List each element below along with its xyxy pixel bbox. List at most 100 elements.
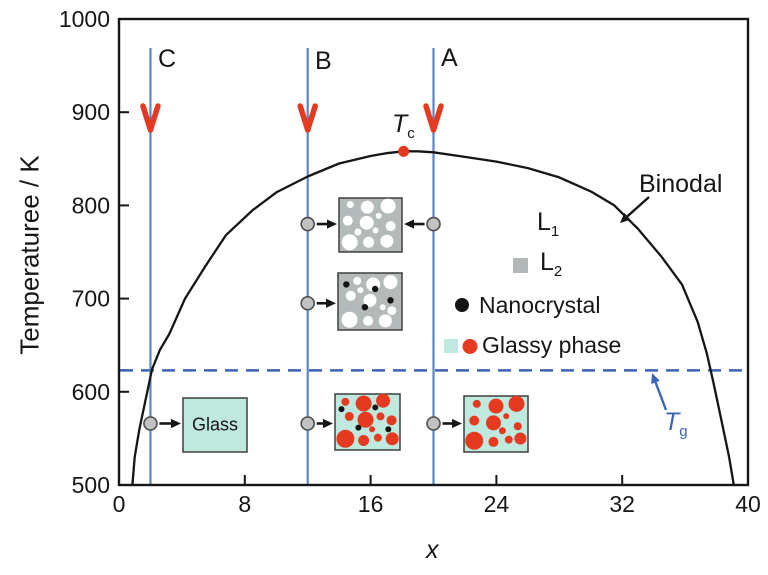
inset-two-liquid-white-dot bbox=[363, 236, 375, 248]
tg-label-sub: g bbox=[679, 423, 688, 440]
legend-L2-text: L bbox=[540, 248, 554, 276]
inset-nanocrystal-white-dot bbox=[363, 315, 374, 326]
inset-glassy-nano-red-dot bbox=[355, 395, 372, 412]
inset-glassy-red-dot bbox=[465, 431, 484, 450]
x-tick-label: 40 bbox=[735, 491, 761, 517]
composition-line-label-A: A bbox=[441, 44, 458, 72]
inset-two-liquid-white-dot bbox=[342, 215, 353, 226]
inset-two-liquid-white-dot bbox=[360, 200, 374, 214]
legend-item-nanocrystal: Nanocrystal bbox=[479, 292, 601, 318]
event-marker bbox=[300, 416, 316, 431]
event-marker bbox=[143, 416, 158, 431]
inset-nanocrystal-black-dot bbox=[387, 297, 394, 304]
x-tick-label: 32 bbox=[609, 491, 635, 517]
inset-two-liquid-white-dot bbox=[380, 198, 396, 214]
annotation-arrow-line bbox=[654, 381, 668, 411]
inset-two-liquid-white-dot bbox=[359, 215, 374, 230]
legend-L2-sub: 2 bbox=[553, 263, 563, 280]
x-tick-label: 16 bbox=[358, 491, 384, 517]
inset-glassy-nano-black-dot bbox=[372, 404, 379, 411]
x-axis-title: x bbox=[426, 536, 439, 564]
inset-glassy-red-dot bbox=[472, 399, 481, 408]
inset-nanocrystal-white-dot bbox=[387, 306, 397, 316]
annotation-arrow-line bbox=[626, 196, 650, 218]
y-tick-label: 1000 bbox=[59, 6, 110, 32]
binodal-curve bbox=[131, 150, 735, 486]
annotation-arrow-head bbox=[323, 418, 333, 429]
legend-L1-sub: 1 bbox=[550, 223, 560, 240]
inset-nanocrystal-white-dot bbox=[363, 293, 377, 307]
x-tick-label: 8 bbox=[238, 491, 251, 517]
legend-gray-square-L2 bbox=[513, 258, 528, 273]
inset-glassy-nano-red-dot bbox=[344, 411, 354, 421]
inset-glassy-nano-red-dot bbox=[336, 429, 355, 448]
inset-glassy-nano-black-dot bbox=[355, 424, 362, 431]
legend-item-glassy-phase: Glassy phase bbox=[482, 332, 622, 358]
inset-glassy-red-dot bbox=[488, 398, 504, 414]
inset-nanocrystal-black-dot bbox=[371, 285, 379, 293]
y-tick-label: 700 bbox=[72, 286, 110, 312]
inset-glassy-nano-red-dot bbox=[358, 434, 370, 446]
inset-nanocrystal-black-dot bbox=[343, 281, 350, 288]
inset-glassy-red-dot bbox=[514, 432, 527, 445]
inset-glassy-nano-red-dot bbox=[369, 426, 376, 433]
inset-two-liquid-white-dot bbox=[375, 212, 382, 219]
inset-glassy-red-dot bbox=[504, 435, 513, 444]
y-tick-label: 500 bbox=[72, 472, 110, 498]
inset-two-liquid-white-dot bbox=[341, 234, 358, 251]
inset-nanocrystal-white-dot bbox=[383, 275, 398, 290]
plot-border bbox=[117, 17, 750, 487]
legend-red-circle-glassy bbox=[462, 339, 478, 354]
legend-teal-square-glassy bbox=[444, 339, 458, 353]
legend-item-L1: L1 bbox=[537, 208, 559, 240]
inset-glassy-red-dot bbox=[508, 395, 525, 412]
inset-glassy-red-dot bbox=[485, 415, 501, 431]
inset-glassy-red-dot bbox=[498, 427, 506, 435]
inset-two-liquid-white-dot bbox=[346, 200, 354, 208]
inset-nanocrystal-black-dot bbox=[361, 304, 369, 311]
inset-two-liquid-white-dot bbox=[372, 227, 379, 234]
inset-glassy-nano-red-dot bbox=[341, 397, 350, 406]
x-tick-label: 24 bbox=[484, 491, 510, 517]
event-marker bbox=[300, 295, 316, 311]
glass-box bbox=[182, 397, 248, 453]
inset-glassy-nano-red-dot bbox=[376, 412, 385, 421]
annotation-arrow-head bbox=[452, 418, 462, 429]
event-marker bbox=[300, 216, 316, 232]
inset-two-liquid-white-dot bbox=[354, 228, 362, 236]
tc-label: Tc bbox=[392, 110, 415, 142]
annotation-arrow-head bbox=[327, 219, 337, 229]
critical-point-dot bbox=[398, 145, 410, 157]
inset-two-liquid-white-dot bbox=[380, 234, 394, 248]
annotation-arrow-head bbox=[404, 219, 414, 229]
annotation-arrow-head bbox=[326, 298, 336, 308]
composition-line-label-B: B bbox=[315, 47, 332, 75]
inset-glassy-red-dot bbox=[469, 415, 480, 426]
tc-label-symbol: T bbox=[392, 110, 408, 138]
inset-nanocrystal-white-dot bbox=[378, 314, 392, 328]
inset-nanocrystal-white-dot bbox=[341, 311, 358, 328]
y-tick-label: 900 bbox=[72, 99, 110, 125]
inset-glassy-nano-red-dot bbox=[373, 433, 382, 442]
y-axis-title: Temperaturee / K bbox=[14, 155, 45, 355]
annotation-arrow-head bbox=[620, 212, 631, 223]
annotation-arrow-head bbox=[171, 418, 181, 429]
inset-nanocrystal-white-dot bbox=[379, 304, 386, 311]
event-marker bbox=[426, 216, 441, 232]
inset-glassy-red-dot bbox=[503, 413, 510, 420]
legend-item-L2: L2 bbox=[540, 248, 562, 280]
inset-glassy-nano-black-dot bbox=[338, 406, 345, 413]
y-tick-label: 800 bbox=[72, 192, 110, 218]
inset-glassy-nano-red-dot bbox=[357, 411, 374, 428]
composition-line-label-C: C bbox=[158, 45, 177, 73]
glass-box-label: Glass bbox=[191, 414, 239, 435]
tg-label: Tg bbox=[664, 408, 688, 440]
inset-glassy-red-dot bbox=[513, 422, 522, 431]
quench-arrow-B bbox=[297, 103, 318, 133]
legend-black-circle-nanocrystal bbox=[455, 298, 469, 312]
inset-glassy-nano-red-dot bbox=[376, 393, 391, 408]
annotation-arrow-head bbox=[651, 373, 660, 384]
tc-label-sub: c bbox=[407, 125, 415, 142]
inset-glassy-red-dot bbox=[488, 436, 499, 447]
